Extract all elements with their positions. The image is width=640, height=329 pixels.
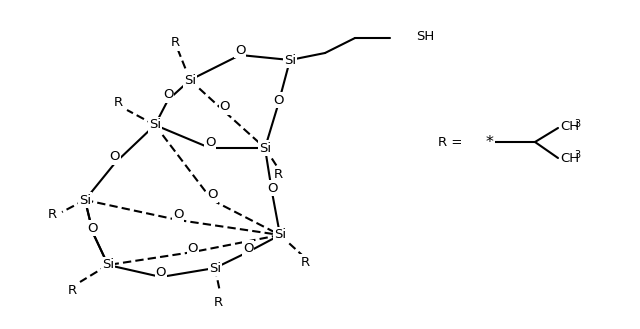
Text: O: O [156,266,166,280]
Text: 3: 3 [574,150,580,160]
Text: SH: SH [416,31,435,43]
Text: R: R [47,209,56,221]
Text: CH: CH [560,151,579,164]
Text: CH: CH [560,120,579,134]
Text: Si: Si [184,73,196,87]
Text: Si: Si [102,259,114,271]
Text: O: O [205,137,215,149]
Text: R: R [170,37,180,49]
Text: O: O [267,182,277,194]
Text: R: R [213,295,223,309]
Text: Si: Si [259,141,271,155]
Text: R: R [113,96,123,110]
Text: Si: Si [149,118,161,132]
Text: Si: Si [209,262,221,274]
Text: Si: Si [274,229,286,241]
Text: *: * [486,135,494,149]
Text: O: O [273,93,284,107]
Text: 3: 3 [574,119,580,129]
Text: O: O [88,221,99,235]
Text: R: R [300,256,310,268]
Text: O: O [173,209,183,221]
Text: O: O [207,189,217,201]
Text: R =: R = [438,136,462,148]
Text: O: O [109,150,120,164]
Text: O: O [163,89,173,102]
Text: R: R [273,168,283,182]
Text: O: O [243,241,253,255]
Text: O: O [235,43,245,57]
Text: Si: Si [284,54,296,66]
Text: Si: Si [79,193,91,207]
Text: O: O [188,241,198,255]
Text: O: O [220,100,230,114]
Text: R: R [67,284,77,296]
